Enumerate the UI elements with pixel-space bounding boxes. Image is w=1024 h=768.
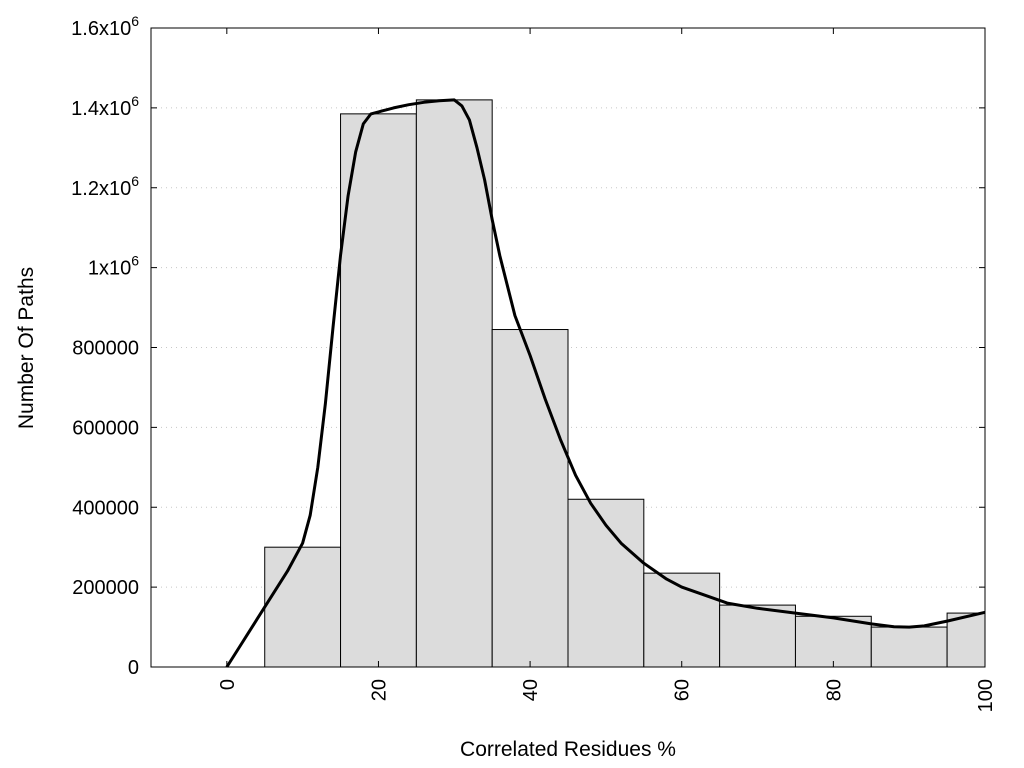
x-tick-label: 0 [217, 679, 239, 690]
x-tick-label: 40 [520, 679, 542, 701]
histogram-bar [491, 329, 569, 668]
y-axis-ticks: 0 200000 400000 600000 800000 1x106 1.2x106 1.4… [71, 13, 985, 679]
y-tick-label: 600000 [72, 417, 139, 439]
y-tick-label: 1.2x106 [71, 173, 139, 200]
x-axis-title: Correlated Residues % [460, 738, 676, 761]
y-tick-label: 400000 [72, 497, 139, 519]
smooth-curve-line [225, 98, 986, 668]
y-tick-label: 1.6x106 [71, 13, 139, 40]
y-tick-label: 800000 [72, 338, 139, 360]
grid-lines [151, 107, 985, 588]
x-tick-label: 100 [975, 679, 997, 712]
histogram-bar [264, 546, 342, 668]
y-tick-label: 200000 [72, 577, 139, 599]
x-tick-label: 60 [672, 679, 694, 701]
y-tick-label: 1.4x106 [71, 93, 139, 120]
histogram-bar [340, 113, 417, 668]
x-tick-label: 20 [368, 679, 390, 701]
y-axis-title: Number Of Paths [15, 267, 38, 429]
histogram-bars [264, 99, 986, 668]
histogram-bar [870, 626, 948, 668]
histogram-bar [415, 99, 493, 668]
histogram-bar [794, 615, 872, 668]
histogram-bar [719, 604, 796, 668]
x-axis-ticks: 0 20 40 60 80 100 [217, 28, 997, 712]
x-tick-label: 80 [823, 679, 845, 701]
y-tick-label: 0 [128, 657, 139, 679]
histogram-bar [946, 612, 986, 668]
y-tick-label: 1x106 [88, 253, 139, 280]
